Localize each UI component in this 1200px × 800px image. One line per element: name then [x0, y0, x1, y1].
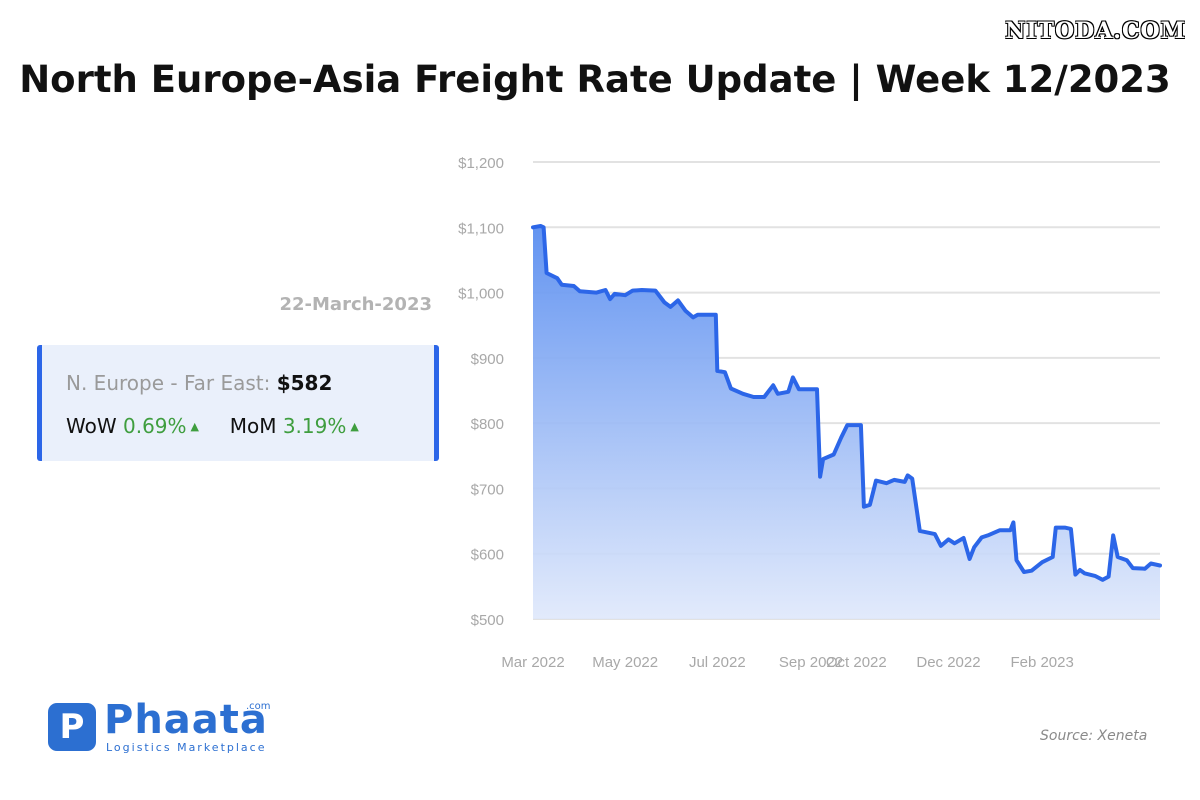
y-tick-label: $600 — [471, 547, 504, 564]
mom-label: MoM — [229, 414, 277, 438]
watermark: NITODA.COM — [1005, 18, 1186, 44]
x-tick-label: Dec 2022 — [916, 654, 980, 671]
x-tick-label: May 2022 — [592, 654, 658, 671]
logo-domain: .com — [246, 701, 271, 712]
freight-rate-chart: $500 $600 $700 $800 $900 $1,000 $1,100 $1,200 M… — [458, 155, 1162, 671]
y-tick-label: $700 — [471, 481, 504, 498]
up-triangle-icon: ▲ — [350, 420, 359, 433]
x-tick-label: Feb 2023 — [1010, 654, 1073, 671]
x-tick-label: Sep 2022 — [779, 654, 843, 671]
wow-label: WoW — [66, 414, 117, 438]
y-tick-label: $1,200 — [458, 155, 504, 172]
y-tick-label: $900 — [471, 351, 504, 368]
change-stats: WoW 0.69% ▲ MoM 3.19% ▲ — [66, 414, 359, 438]
y-tick-label: $1,000 — [458, 286, 504, 303]
route-label: N. Europe - Far East: — [66, 371, 271, 395]
page-title: North Europe-Asia Freight Rate Update | … — [19, 58, 1171, 101]
mom-value: 3.19% — [282, 414, 347, 438]
y-tick-label: $800 — [471, 416, 504, 433]
y-tick-label: $1,100 — [458, 220, 504, 237]
rate-summary-card: N. Europe - Far East: $582 WoW 0.69% ▲ Mo… — [37, 345, 439, 461]
report-date: 22-March-2023 — [279, 294, 432, 315]
logo-mark-icon: P — [48, 703, 96, 751]
wow-value: 0.69% — [122, 414, 187, 438]
up-triangle-icon: ▲ — [190, 420, 199, 433]
logo-name: Phaata — [104, 697, 268, 743]
x-tick-label: Oct 2022 — [826, 654, 887, 671]
source-note: Source: Xeneta — [1040, 728, 1148, 744]
route-line: N. Europe - Far East: $582 — [66, 371, 332, 395]
x-tick-label: Jul 2022 — [689, 654, 746, 671]
logo-tagline: Logistics Marketplace — [106, 741, 267, 754]
rate-area — [533, 226, 1160, 619]
rate-line — [531, 224, 1162, 582]
route-price: $582 — [276, 371, 333, 395]
y-tick-label: $500 — [471, 612, 504, 629]
x-tick-label: Mar 2022 — [501, 654, 564, 671]
